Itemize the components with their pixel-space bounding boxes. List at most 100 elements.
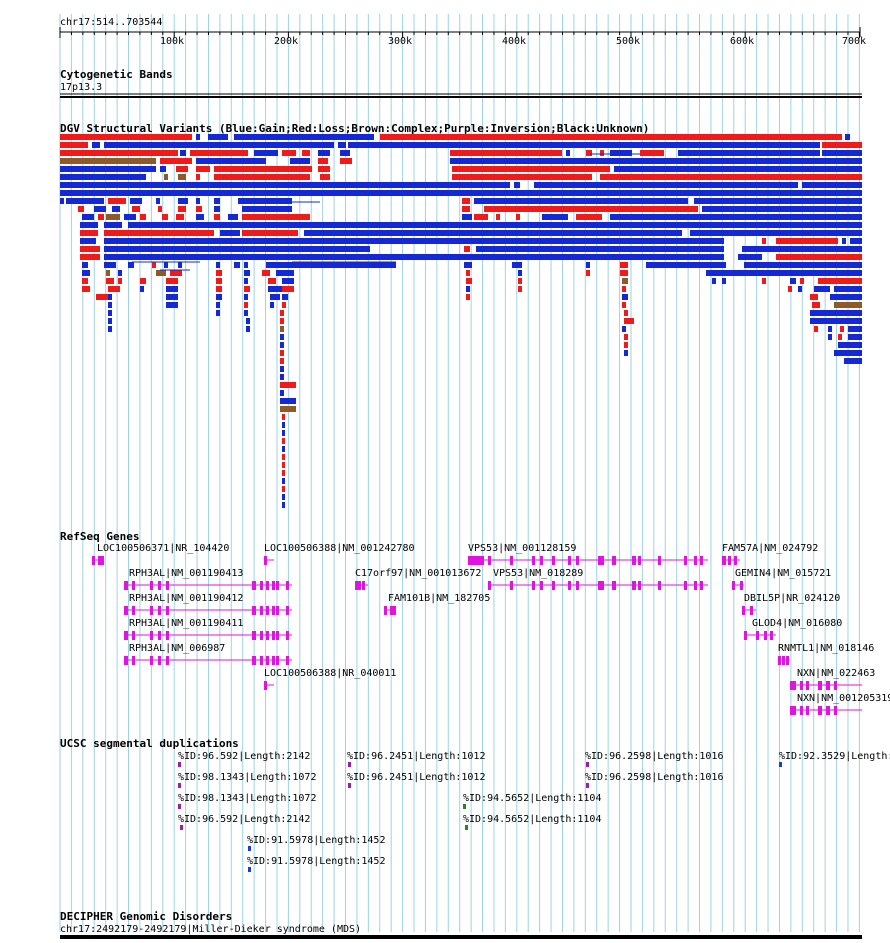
- dgv-variant-bar[interactable]: [340, 158, 352, 164]
- dgv-variant-bar[interactable]: [216, 270, 222, 276]
- dgv-variant-bar[interactable]: [60, 142, 88, 148]
- dgv-variant-bar[interactable]: [450, 158, 862, 164]
- gene-label[interactable]: NXN|NM_001205319: [797, 693, 890, 704]
- dgv-variant-bar[interactable]: [60, 166, 156, 172]
- gene-exon[interactable]: [598, 581, 604, 590]
- gene-exon[interactable]: [166, 581, 169, 590]
- gene-exon[interactable]: [286, 656, 289, 665]
- dgv-variant-bar[interactable]: [624, 342, 628, 348]
- gene-exon[interactable]: [158, 606, 161, 615]
- dgv-variant-bar[interactable]: [220, 230, 240, 236]
- gene-exon[interactable]: [786, 656, 789, 665]
- dgv-variant-bar[interactable]: [216, 294, 222, 300]
- dgv-variant-bar[interactable]: [828, 334, 832, 340]
- segdup-feature[interactable]: [178, 762, 181, 767]
- gene-exon[interactable]: [276, 606, 279, 615]
- dgv-variant-bar[interactable]: [496, 214, 500, 220]
- decipher-bar[interactable]: [60, 935, 862, 939]
- dgv-variant-bar[interactable]: [822, 150, 862, 156]
- segdup-feature[interactable]: [586, 783, 589, 788]
- dgv-variant-bar[interactable]: [214, 174, 310, 180]
- dgv-variant-bar[interactable]: [82, 262, 88, 268]
- dgv-variant-bar[interactable]: [246, 326, 250, 332]
- dgv-variant-bar[interactable]: [106, 278, 114, 284]
- dgv-variant-bar[interactable]: [196, 206, 202, 212]
- gene-exon[interactable]: [568, 581, 571, 590]
- dgv-variant-bar[interactable]: [166, 278, 178, 284]
- dgv-variant-bar[interactable]: [844, 358, 862, 364]
- gene-exon[interactable]: [750, 606, 753, 615]
- dgv-variant-bar[interactable]: [282, 494, 285, 500]
- gene-exon[interactable]: [260, 581, 263, 590]
- gene-exon[interactable]: [266, 581, 269, 590]
- dgv-variant-bar[interactable]: [160, 158, 192, 164]
- dgv-variant-bar[interactable]: [848, 326, 862, 332]
- refseq-track[interactable]: RefSeq Genes LOC100506371|NR_104420 LOC1…: [60, 530, 890, 715]
- gene-exon[interactable]: [390, 606, 396, 615]
- dgv-variant-bar[interactable]: [104, 142, 334, 148]
- dgv-variant-bar[interactable]: [104, 246, 370, 252]
- dgv-variant-bar[interactable]: [838, 342, 862, 348]
- gene-label[interactable]: NXN|NM_022463: [797, 668, 875, 679]
- dgv-variant-bar[interactable]: [268, 278, 276, 284]
- gene-exon[interactable]: [124, 656, 128, 665]
- segdup-feature[interactable]: [463, 804, 466, 809]
- dgv-variant-bar[interactable]: [282, 462, 285, 468]
- dgv-variant-bar[interactable]: [166, 302, 178, 308]
- dgv-variant-bar[interactable]: [722, 278, 726, 284]
- gene-exon[interactable]: [740, 581, 743, 590]
- dgv-variant-bar[interactable]: [282, 278, 294, 284]
- gene-exon[interactable]: [728, 556, 731, 565]
- segdup-feature[interactable]: [779, 762, 782, 767]
- segdup-label[interactable]: %ID:91.5978|Length:1452: [247, 835, 385, 846]
- gene-exon[interactable]: [166, 606, 169, 615]
- gene-exon[interactable]: [540, 556, 543, 565]
- dgv-variant-bar[interactable]: [242, 214, 310, 220]
- gene-exon[interactable]: [488, 556, 491, 565]
- gene-exon[interactable]: [124, 606, 128, 615]
- dgv-variant-bar[interactable]: [848, 334, 862, 340]
- dgv-variant-bar[interactable]: [282, 414, 285, 420]
- gene-exon[interactable]: [540, 581, 543, 590]
- dgv-variant-bar[interactable]: [624, 350, 628, 356]
- dgv-variant-bar[interactable]: [282, 302, 286, 308]
- gene-exon[interactable]: [568, 556, 571, 565]
- dgv-variant-bar[interactable]: [244, 262, 248, 268]
- gene-label[interactable]: RPH3AL|NM_001190412: [129, 593, 243, 604]
- dgv-variant-bar[interactable]: [282, 430, 285, 436]
- dgv-variant-bar[interactable]: [280, 390, 284, 396]
- gene-exon[interactable]: [684, 581, 687, 590]
- gene-exon[interactable]: [576, 581, 579, 590]
- dgv-variant-bar[interactable]: [706, 270, 862, 276]
- segdup-label[interactable]: %ID:94.5652|Length:1104: [463, 814, 601, 825]
- dgv-variant-bar[interactable]: [82, 278, 88, 284]
- gene-exon[interactable]: [806, 706, 809, 715]
- dgv-variant-bar[interactable]: [282, 454, 285, 460]
- dgv-variant-bar[interactable]: [80, 222, 98, 228]
- segdup-label[interactable]: %ID:98.1343|Length:1072: [178, 793, 316, 804]
- dgv-variant-bar[interactable]: [822, 142, 862, 148]
- dgv-variant-bar[interactable]: [216, 262, 220, 268]
- gene-exon[interactable]: [260, 631, 263, 640]
- dgv-variant-bar[interactable]: [830, 294, 862, 300]
- gene-exon[interactable]: [742, 606, 745, 615]
- segdup-label[interactable]: %ID:98.1343|Length:1072: [178, 772, 316, 783]
- gene-exon[interactable]: [532, 581, 535, 590]
- dgv-variant-bar[interactable]: [318, 158, 328, 164]
- gene-exon[interactable]: [266, 631, 269, 640]
- dgv-variant-bar[interactable]: [678, 150, 820, 156]
- gene-exon[interactable]: [264, 556, 267, 565]
- dgv-variant-bar[interactable]: [828, 326, 832, 332]
- gene-label[interactable]: GEMIN4|NM_015721: [735, 568, 831, 579]
- dgv-variant-bar[interactable]: [622, 294, 628, 300]
- dgv-variant-bar[interactable]: [282, 438, 285, 444]
- dgv-variant-bar[interactable]: [640, 150, 664, 156]
- gene-exon[interactable]: [638, 581, 641, 590]
- dgv-variant-bar[interactable]: [244, 278, 248, 284]
- dgv-variant-bar[interactable]: [108, 302, 112, 308]
- dgv-variant-bar[interactable]: [228, 214, 238, 220]
- dgv-variant-bar[interactable]: [622, 278, 628, 284]
- gene-exon[interactable]: [286, 631, 289, 640]
- gene-exon[interactable]: [272, 656, 275, 665]
- dgv-variant-bar[interactable]: [280, 398, 296, 404]
